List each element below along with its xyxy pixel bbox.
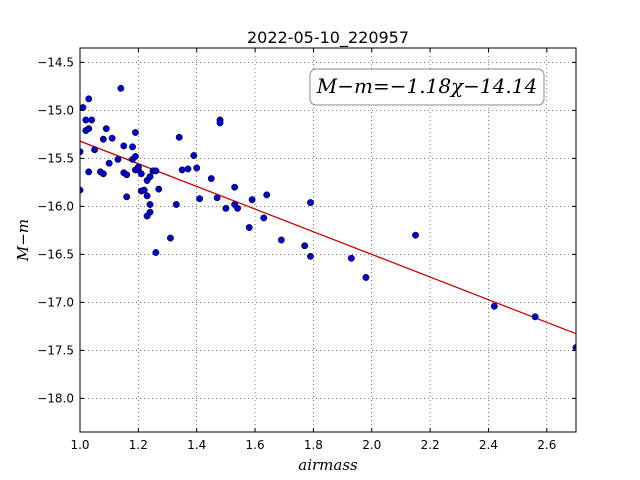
data-point	[131, 129, 139, 136]
x-tick-label: 1.6	[246, 438, 265, 452]
data-point	[260, 214, 268, 222]
data-point	[207, 175, 215, 183]
fit-equation-box: M−m=−1.18χ−14.14	[309, 68, 545, 106]
data-point	[362, 273, 370, 281]
data-point	[88, 116, 96, 124]
data-point	[301, 242, 309, 250]
data-point	[108, 134, 116, 142]
x-axis-label: airmass	[298, 456, 358, 474]
data-point	[129, 143, 136, 151]
data-point	[184, 165, 192, 173]
y-tick-label: −15.0	[37, 103, 74, 117]
data-points	[80, 84, 576, 351]
y-tick-label: −16.0	[37, 199, 74, 213]
x-tick-label: 2.0	[362, 438, 381, 452]
fit-line	[80, 140, 576, 335]
data-point	[175, 133, 183, 141]
data-point	[134, 163, 142, 171]
y-tick-label: −17.5	[37, 343, 74, 357]
data-point	[234, 204, 242, 212]
x-tick-label: 2.4	[479, 438, 498, 452]
x-tick-label: 1.8	[304, 438, 323, 452]
data-point	[105, 159, 113, 167]
data-point	[248, 196, 256, 204]
data-point	[196, 195, 204, 203]
data-point	[193, 164, 201, 172]
data-point	[99, 170, 107, 178]
data-point	[190, 152, 198, 159]
plot-area-frame	[79, 47, 577, 433]
grid-lines	[79, 48, 576, 432]
data-point	[178, 166, 186, 174]
y-axis-label: M−m	[14, 219, 32, 262]
data-point	[277, 236, 285, 244]
x-tick-label: 2.6	[537, 438, 556, 452]
fit-equation: M−m=−1.18χ−14.14	[316, 74, 537, 98]
data-point	[82, 116, 90, 124]
x-tick-labels: 1.0 1.2 1.4 1.6 1.8 2.0 2.2 2.4 2.6	[70, 438, 556, 452]
data-point	[99, 135, 107, 143]
y-tick-label: −15.5	[37, 151, 74, 165]
data-point	[213, 194, 221, 202]
data-point	[263, 191, 271, 199]
data-point	[85, 95, 93, 103]
data-point	[216, 119, 224, 127]
data-point	[85, 168, 93, 176]
data-point	[222, 204, 230, 212]
y-tick-label: −16.5	[37, 247, 74, 261]
x-tick-label: 2.2	[421, 438, 440, 452]
x-tick-label: 1.4	[187, 438, 206, 452]
data-point	[80, 104, 87, 111]
y-tick-label: −18.0	[37, 391, 74, 405]
data-point	[137, 170, 145, 178]
data-point	[146, 201, 154, 208]
data-point	[531, 313, 539, 321]
data-point	[140, 186, 148, 194]
y-tick-label: −17.0	[37, 295, 74, 309]
data-point	[152, 167, 160, 175]
data-point	[152, 249, 160, 256]
data-point	[117, 84, 125, 92]
data-point	[347, 254, 355, 262]
data-point	[85, 125, 93, 133]
y-tick-label: −14.5	[37, 55, 74, 69]
data-point	[231, 183, 239, 191]
data-point	[123, 171, 131, 179]
data-point	[114, 155, 122, 163]
y-tick-labels: −14.5 −15.0 −15.5 −16.0 −16.5 −17.0 −17.5 −18.0	[37, 55, 74, 405]
data-point	[146, 173, 154, 181]
data-point	[146, 208, 154, 216]
data-point	[245, 224, 253, 231]
x-tick-label: 1.0	[70, 438, 89, 452]
data-point	[155, 185, 163, 193]
data-point	[131, 153, 139, 160]
data-point	[490, 302, 498, 310]
data-point	[307, 252, 314, 260]
data-point	[102, 125, 110, 133]
axis-ticks	[79, 48, 576, 432]
x-tick-label: 1.2	[129, 438, 148, 452]
data-point	[143, 192, 151, 200]
data-point	[172, 201, 180, 208]
data-point	[166, 234, 174, 242]
data-point	[91, 146, 99, 154]
chart-title: 2022-05-10_220957	[247, 28, 409, 48]
data-point	[120, 142, 128, 150]
data-point	[412, 231, 419, 239]
data-point	[123, 193, 131, 201]
data-point	[307, 199, 314, 207]
